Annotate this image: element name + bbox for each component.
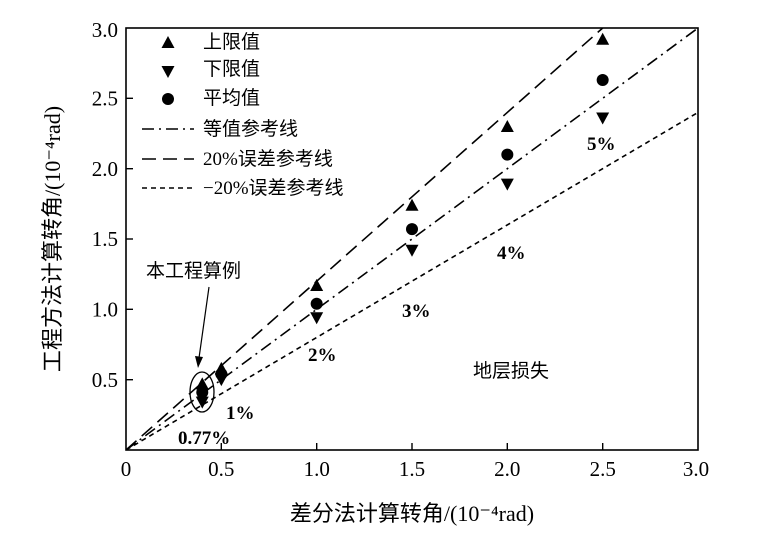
legend-marker-average (162, 93, 174, 105)
data-point-series-2 (501, 148, 514, 161)
reference-line-plus20 (126, 28, 604, 450)
x-tick-label: 2.0 (494, 457, 520, 481)
y-tick-label: 1.0 (92, 298, 118, 322)
y-axis-label: 工程方法计算转角/(10⁻⁴rad) (40, 106, 65, 372)
x-ticks (220, 443, 604, 450)
x-tick-label: 1.5 (399, 457, 425, 481)
y-ticks (126, 97, 133, 381)
y-tick-label: 0.5 (92, 368, 118, 392)
percent-label: 2% (308, 345, 337, 366)
data-point-series-0 (500, 119, 514, 132)
x-tick-label: 3.0 (683, 457, 709, 481)
data-point-series-2 (310, 297, 323, 310)
percent-label: 1% (226, 403, 255, 424)
percent-label: 0.77% (178, 428, 230, 449)
x-tick-label: 0.5 (208, 457, 234, 481)
legend-label-upper: 上限值 (203, 31, 260, 53)
x-tick-label: 0 (121, 457, 132, 481)
reference-line-minus20 (126, 111, 698, 450)
case-highlight-ellipse (189, 371, 215, 413)
data-point-series-0 (310, 278, 324, 291)
data-point-series-2 (196, 386, 209, 399)
x-axis-label: 差分法计算转角/(10⁻⁴rad) (290, 501, 534, 526)
data-point-series-1 (596, 112, 610, 125)
legend-label-minus20: −20%误差参考线 (203, 177, 344, 199)
data-point-series-2 (596, 74, 609, 87)
y-tick-label: 2.0 (92, 157, 118, 181)
y-tick-label: 1.5 (92, 227, 118, 251)
data-point-series-1 (195, 396, 209, 409)
x-tick-label: 1.0 (304, 457, 330, 481)
region-label: 地层损失 (473, 360, 549, 382)
legend-marker-lower (161, 66, 175, 78)
x-tick-label: 2.5 (590, 457, 616, 481)
data-point-series-0 (195, 377, 209, 390)
case-label: 本工程算例 (146, 260, 241, 282)
legend-label-average: 平均值 (203, 87, 260, 109)
case-arrow-line (198, 286, 210, 359)
data-point-series-1 (310, 312, 324, 325)
percent-label: 5% (587, 134, 616, 155)
legend-label-plus20: 20%误差参考线 (203, 148, 333, 170)
data-point-series-2 (215, 368, 228, 381)
data-markers (195, 32, 610, 409)
data-point-series-0 (596, 32, 610, 45)
data-point-series-1 (500, 178, 514, 191)
legend-label-equal: 等值参考线 (203, 118, 298, 140)
legend-marker-upper (161, 36, 175, 48)
legend-label-lower: 下限值 (203, 58, 260, 80)
y-tick-label: 3.0 (92, 18, 118, 42)
percent-label: 3% (402, 301, 431, 322)
case-arrow-head (195, 356, 203, 368)
data-point-series-0 (405, 198, 419, 211)
y-tick-label: 2.5 (92, 87, 118, 111)
data-point-series-2 (406, 223, 418, 236)
data-point-series-1 (405, 244, 419, 257)
percent-label: 4% (497, 243, 526, 264)
legend: 上限值 下限值 平均值 等值参考线 20%误差参考线 −20%误差参考线 (142, 31, 344, 199)
